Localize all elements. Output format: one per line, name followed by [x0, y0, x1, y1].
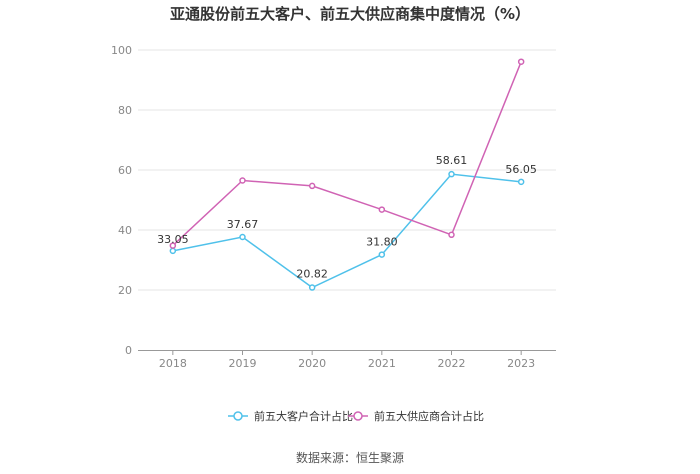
x-tick-label: 2019 [229, 357, 257, 370]
x-tick-label: 2020 [298, 357, 326, 370]
legend: 前五大客户合计占比 前五大供应商合计占比 [228, 409, 484, 423]
data-point [239, 233, 246, 241]
data-point [378, 206, 386, 213]
data-point [448, 170, 455, 178]
data-label: 58.61 [436, 154, 468, 167]
data-point [169, 247, 177, 255]
y-tick-label: 40 [118, 224, 132, 237]
data-point [308, 284, 316, 291]
data-point [239, 177, 246, 184]
data-label: 31.80 [366, 236, 398, 249]
x-tick-label: 2021 [368, 357, 396, 370]
legend-label: 前五大供应商合计占比 [374, 409, 484, 423]
data-source: 数据来源：恒生聚源 [296, 450, 404, 465]
series-line [172, 61, 522, 247]
data-point [308, 182, 316, 190]
data-point [448, 231, 455, 239]
legend-swatch-marker [353, 411, 363, 421]
y-tick-label: 20 [118, 284, 132, 297]
legend-label: 前五大客户合计占比 [254, 409, 353, 423]
data-label: 37.67 [227, 218, 259, 231]
x-axis-ticks: 2018 2019 2020 2021 2022 2023 [159, 350, 535, 370]
chart-title: 亚通股份前五大客户、前五大供应商集中度情况（%） [170, 5, 530, 23]
data-point [517, 58, 525, 65]
series-group: 33.05 37.67 20.82 31.80 58.61 56.05 [157, 58, 537, 291]
legend-swatch-marker [233, 411, 243, 421]
gridlines [138, 49, 556, 291]
data-point [517, 178, 525, 186]
data-point [378, 251, 386, 258]
x-tick-label: 2023 [507, 357, 535, 370]
series-line [172, 173, 522, 289]
x-tick-label: 2018 [159, 357, 187, 370]
y-tick-label: 60 [118, 164, 132, 177]
data-label: 20.82 [296, 268, 328, 281]
y-tick-label: 100 [111, 44, 132, 57]
data-label: 33.05 [157, 233, 189, 246]
x-tick-label: 2022 [438, 357, 466, 370]
y-tick-label: 80 [118, 104, 132, 117]
data-point [169, 242, 177, 249]
data-label: 56.05 [505, 163, 537, 176]
y-tick-label: 0 [125, 344, 132, 357]
y-axis-ticks: 0 20 40 60 80 100 [111, 44, 132, 357]
